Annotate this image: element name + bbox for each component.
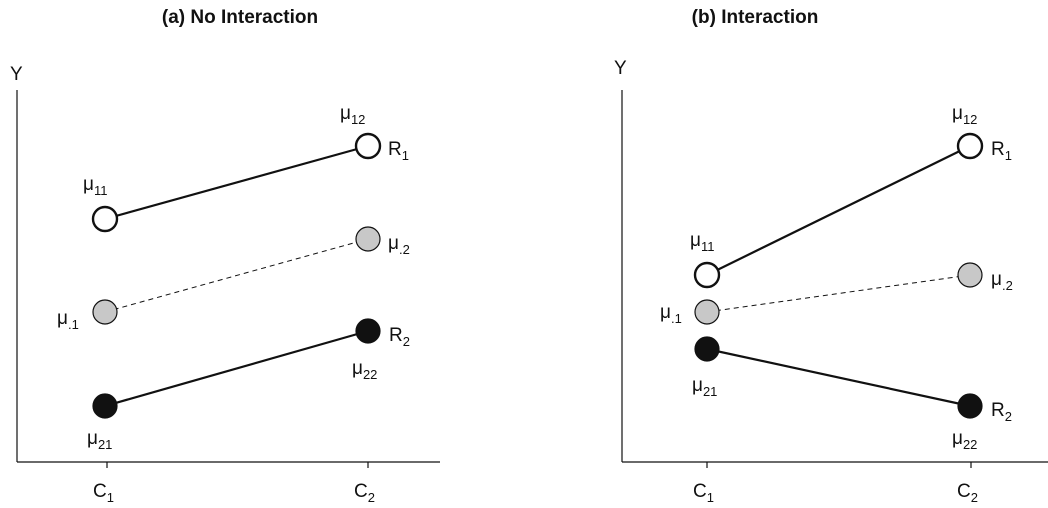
mean-label: μ.2 [388, 233, 410, 257]
mean-point [355, 318, 381, 344]
panel-no-interaction: (a) No Interaction Y C1 C2 μ11 μ12 R1 μ.1 μ.2 μ2… [10, 7, 440, 505]
x-tick-label: C2 [354, 481, 375, 505]
plot-area: Y C1 C2 μ11 μ12 R1 μ.1 μ.2 μ21 μ22 R2 [10, 64, 440, 505]
panel-title: (b) Interaction [691, 7, 819, 28]
plot-area: Y C1 C2 μ11 μ12 R1 μ.1 μ.2 μ21 μ22 R2 [614, 58, 1048, 505]
mean-label: μ21 [87, 428, 112, 452]
marginal-mean-line [706, 274, 971, 313]
mean-point [956, 132, 984, 160]
x-tick-label: C2 [957, 481, 978, 505]
mean-label: μ22 [952, 428, 977, 452]
y-axis-label: Y [614, 58, 627, 79]
mean-point [354, 132, 382, 160]
mean-point [957, 262, 983, 288]
mean-point [693, 261, 721, 289]
row-mean-line [104, 329, 369, 408]
row-mean-line [104, 144, 369, 221]
row-mean-line [706, 145, 971, 276]
mean-label: μ.1 [57, 308, 79, 332]
mean-point [957, 393, 983, 419]
y-axis-label: Y [10, 64, 23, 85]
mean-label: μ.2 [991, 269, 1013, 293]
mean-label: μ12 [952, 103, 977, 127]
mean-point [694, 336, 720, 362]
row-label: R1 [388, 139, 409, 163]
mean-label: μ12 [340, 103, 365, 127]
marginal-mean-line [104, 238, 369, 313]
mean-point [92, 393, 118, 419]
row-mean-line [706, 347, 971, 408]
mean-label: μ21 [692, 375, 717, 399]
row-label: R2 [991, 400, 1012, 424]
mean-label: μ11 [83, 174, 107, 198]
panel-title: (a) No Interaction [161, 7, 319, 28]
mean-label: μ.1 [660, 302, 682, 326]
mean-point [355, 226, 381, 252]
row-label: R1 [991, 139, 1012, 163]
mean-label: μ11 [690, 230, 714, 254]
mean-point [92, 299, 118, 325]
mean-label: μ22 [352, 358, 377, 382]
x-tick-label: C1 [93, 481, 114, 505]
mean-point [91, 205, 119, 233]
x-tick-label: C1 [693, 481, 714, 505]
mean-point [694, 299, 720, 325]
row-label: R2 [389, 325, 410, 349]
panel-interaction: (b) Interaction Y C1 C2 μ11 μ12 R1 μ.1 μ.2 μ21 μ2… [524, 0, 1048, 508]
